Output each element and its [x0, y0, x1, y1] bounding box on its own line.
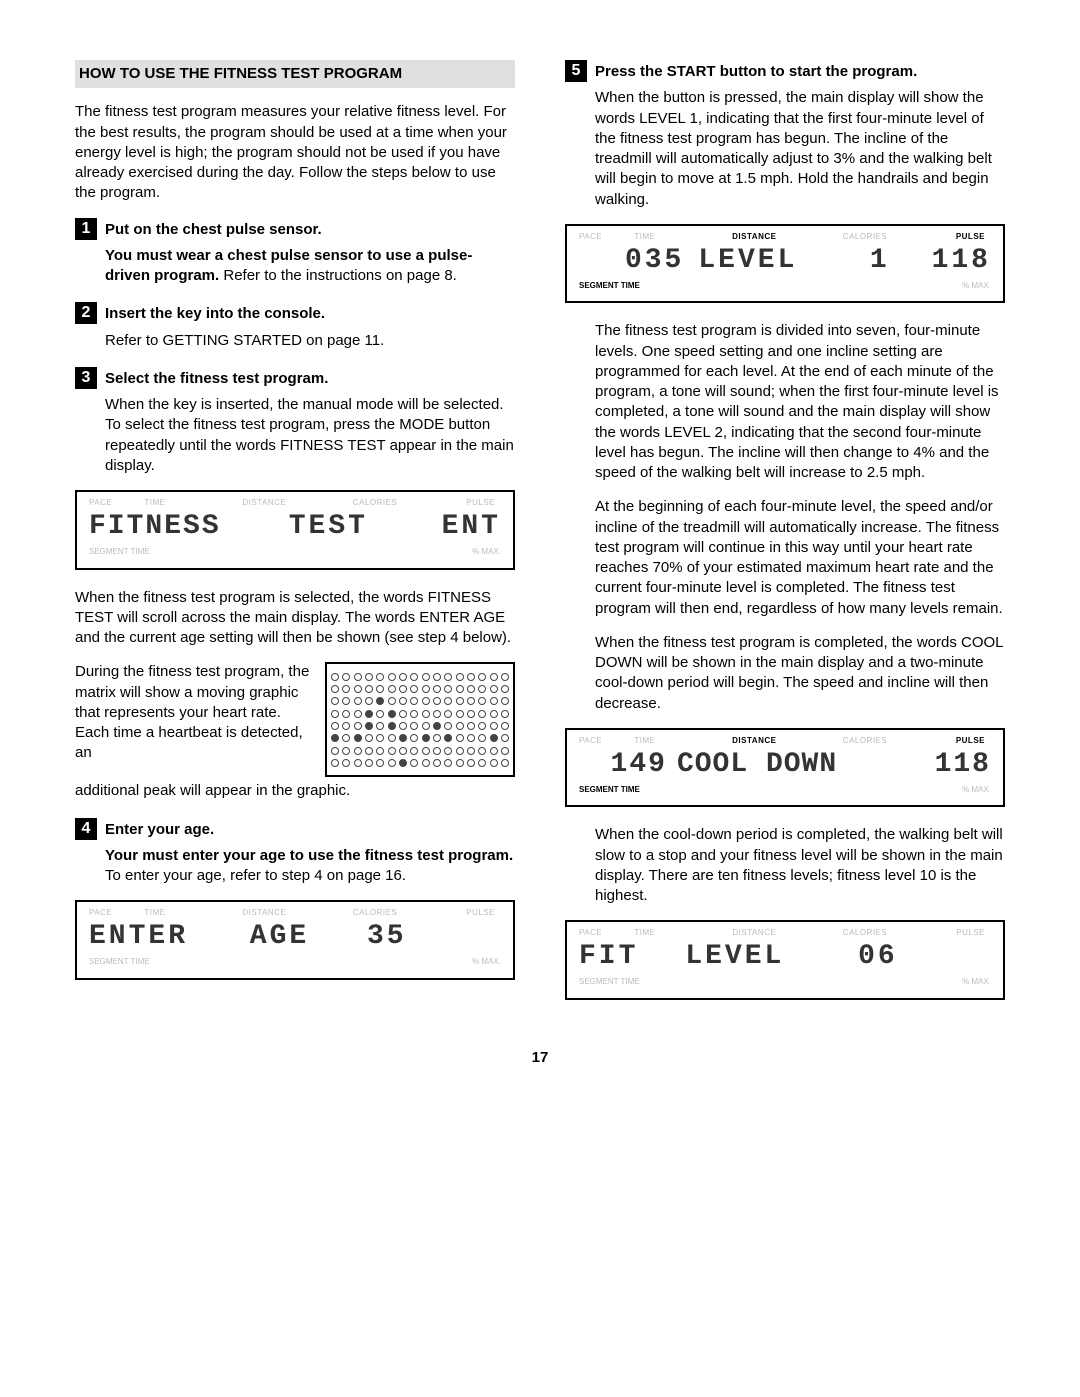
step-1-body: You must wear a chest pulse sensor to us…	[105, 246, 515, 287]
lbl-segment-time-4: SEGMENT TIME	[579, 785, 640, 796]
step-4-rest: To enter your age, refer to step 4 on pa…	[105, 867, 406, 884]
display-fl-left: FIT	[579, 938, 685, 976]
step-4: 4 Enter your age.	[75, 818, 515, 840]
display-fl-right: 06	[858, 938, 991, 976]
step-5-p2: The fitness test program is divided into…	[595, 321, 1005, 483]
display-lv-left: 035	[579, 242, 698, 280]
step-1: 1 Put on the chest pulse sensor.	[75, 218, 515, 240]
step-1-number: 1	[75, 218, 97, 240]
display-ft-left: FITNESS	[89, 508, 289, 546]
display-lv-mid: LEVEL	[698, 242, 850, 280]
display-ft-mid: TEST	[289, 508, 414, 546]
display-enter-age: PACE TIME DISTANCE CALORIES PULSE ENTER …	[75, 900, 515, 980]
step-5-p1: When the button is pressed, the main dis…	[595, 88, 1005, 210]
display-fit-level: PACE TIME DISTANCE CALORIES PULSE FIT LE…	[565, 920, 1005, 1000]
step-3-title: Select the fitness test program.	[105, 367, 328, 389]
display-cd-mid: COOL DOWN	[677, 746, 916, 784]
step-3-body: When the key is inserted, the manual mod…	[105, 395, 515, 802]
step-3-number: 3	[75, 367, 97, 389]
lbl-pct-max-4: % MAX.	[962, 785, 991, 796]
step-2: 2 Insert the key into the console.	[75, 302, 515, 324]
display-ea-right: 35	[357, 918, 501, 956]
step-5-p4: When the fitness test program is complet…	[595, 633, 1005, 714]
lbl-pct-max-3: % MAX.	[962, 281, 991, 292]
display-cd-left: 149	[579, 746, 677, 784]
display-ft-right: ENT	[414, 508, 501, 546]
display-fl-mid: LEVEL	[685, 938, 858, 976]
lbl-segment-time-2: SEGMENT TIME	[89, 957, 150, 968]
lbl-pct-max: % MAX.	[472, 547, 501, 558]
display-ea-left: ENTER	[89, 918, 250, 956]
step-2-number: 2	[75, 302, 97, 324]
step-5: 5 Press the START button to start the pr…	[565, 60, 1005, 82]
step-4-body: Your must enter your age to use the fitn…	[105, 846, 515, 980]
step-2-title: Insert the key into the console.	[105, 302, 325, 324]
step-3-p2: When the fitness test program is selecte…	[75, 588, 515, 649]
display-lv-r1: 1	[851, 242, 910, 280]
step-5-p5: When the cool-down period is completed, …	[595, 825, 1005, 906]
display-fitness-test: PACE TIME DISTANCE CALORIES PULSE FITNES…	[75, 490, 515, 570]
step-4-title: Enter your age.	[105, 818, 214, 840]
step-1-rest: Refer to the instructions on page 8.	[219, 267, 457, 284]
step-3: 3 Select the fitness test program.	[75, 367, 515, 389]
step-2-body: Refer to GETTING STARTED on page 11.	[105, 331, 515, 351]
section-title: HOW TO USE THE FITNESS TEST PROGRAM	[75, 60, 515, 88]
step-1-title: Put on the chest pulse sensor.	[105, 218, 322, 240]
step-5-title: Press the START button to start the prog…	[595, 60, 917, 82]
display-ea-mid: AGE	[250, 918, 357, 956]
display-lv-r2: 118	[909, 242, 991, 280]
matrix-text: During the fitness test program, the mat…	[75, 662, 311, 777]
page-number: 17	[75, 1048, 1005, 1068]
display-cooldown: PACE TIME DISTANCE CALORIES PULSE 149 CO…	[565, 728, 1005, 808]
step-3-p3: additional peak will appear in the graph…	[75, 781, 515, 801]
intro-paragraph: The fitness test program measures your r…	[75, 102, 515, 203]
lbl-segment-time: SEGMENT TIME	[89, 547, 150, 558]
lbl-segment-time-5: SEGMENT TIME	[579, 977, 640, 988]
lbl-pct-max-2: % MAX.	[472, 957, 501, 968]
step-3-p1: When the key is inserted, the manual mod…	[105, 395, 515, 476]
step-2-text: Refer to GETTING STARTED on page 11.	[105, 331, 515, 351]
matrix-display	[325, 662, 515, 777]
lbl-pct-max-5: % MAX.	[962, 977, 991, 988]
step-5-p3: At the beginning of each four-minute lev…	[595, 497, 1005, 619]
display-level: PACE TIME DISTANCE CALORIES PULSE 035 LE…	[565, 224, 1005, 304]
step-5-number: 5	[565, 60, 587, 82]
lbl-segment-time-3: SEGMENT TIME	[579, 281, 640, 292]
step-4-bold: Your must enter your age to use the fitn…	[105, 847, 513, 864]
step-4-number: 4	[75, 818, 97, 840]
step-5-body: When the button is pressed, the main dis…	[595, 88, 1005, 1000]
display-cd-right: 118	[916, 746, 991, 784]
